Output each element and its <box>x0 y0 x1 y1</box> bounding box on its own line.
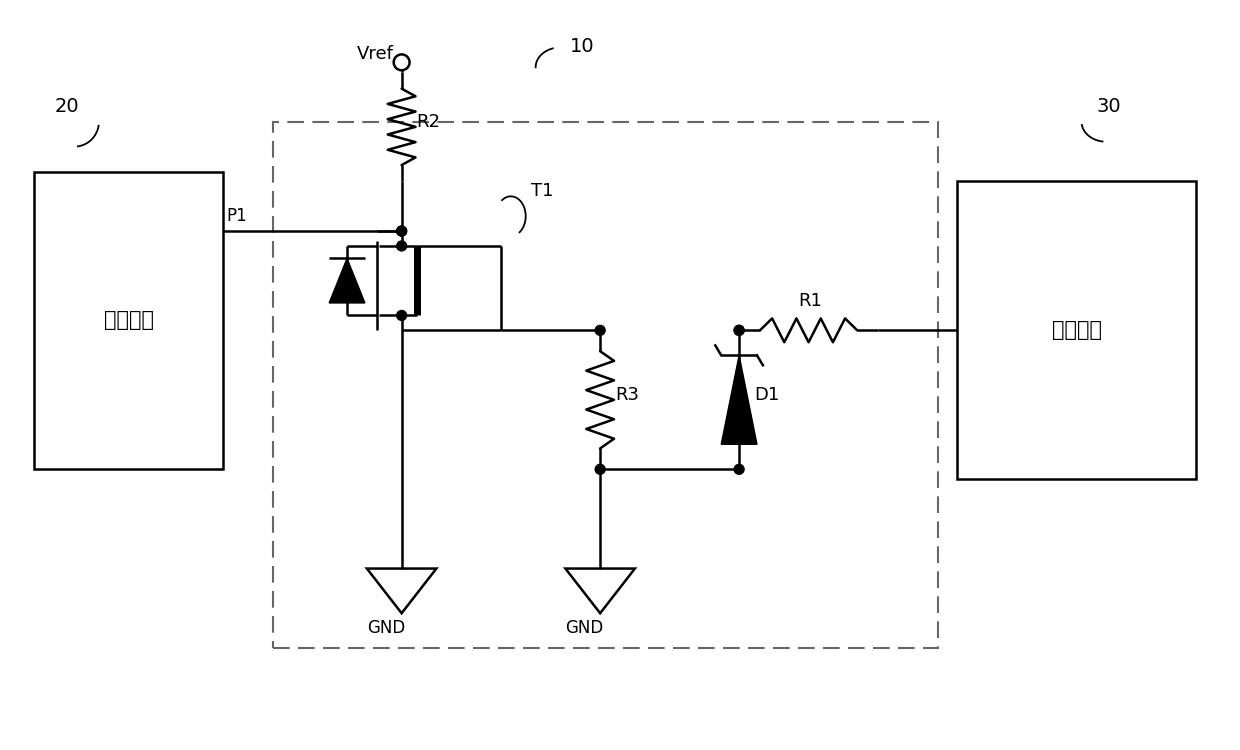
Text: 10: 10 <box>570 38 595 56</box>
Circle shape <box>734 464 744 474</box>
Circle shape <box>397 226 407 236</box>
Bar <box>35 172 223 470</box>
Text: Vref: Vref <box>357 45 394 63</box>
Bar <box>957 182 1195 479</box>
Text: D1: D1 <box>754 386 779 404</box>
Polygon shape <box>722 356 756 444</box>
Text: R2: R2 <box>417 112 440 130</box>
Text: 30: 30 <box>1096 97 1121 116</box>
Circle shape <box>397 310 407 320</box>
Circle shape <box>397 241 407 251</box>
Text: R1: R1 <box>799 292 822 310</box>
Text: 20: 20 <box>55 97 79 116</box>
Text: R3: R3 <box>615 386 639 404</box>
Circle shape <box>595 464 605 474</box>
Bar <box>273 122 937 648</box>
Text: P1: P1 <box>226 207 247 225</box>
Text: T1: T1 <box>531 182 553 200</box>
Circle shape <box>734 326 744 335</box>
Circle shape <box>595 326 605 335</box>
Circle shape <box>734 326 744 335</box>
Text: GND: GND <box>367 619 405 637</box>
Circle shape <box>397 226 407 236</box>
Polygon shape <box>329 259 365 303</box>
Text: GND: GND <box>565 619 604 637</box>
Text: 外部电路: 外部电路 <box>1052 320 1101 340</box>
Text: 微控制器: 微控制器 <box>104 310 154 331</box>
